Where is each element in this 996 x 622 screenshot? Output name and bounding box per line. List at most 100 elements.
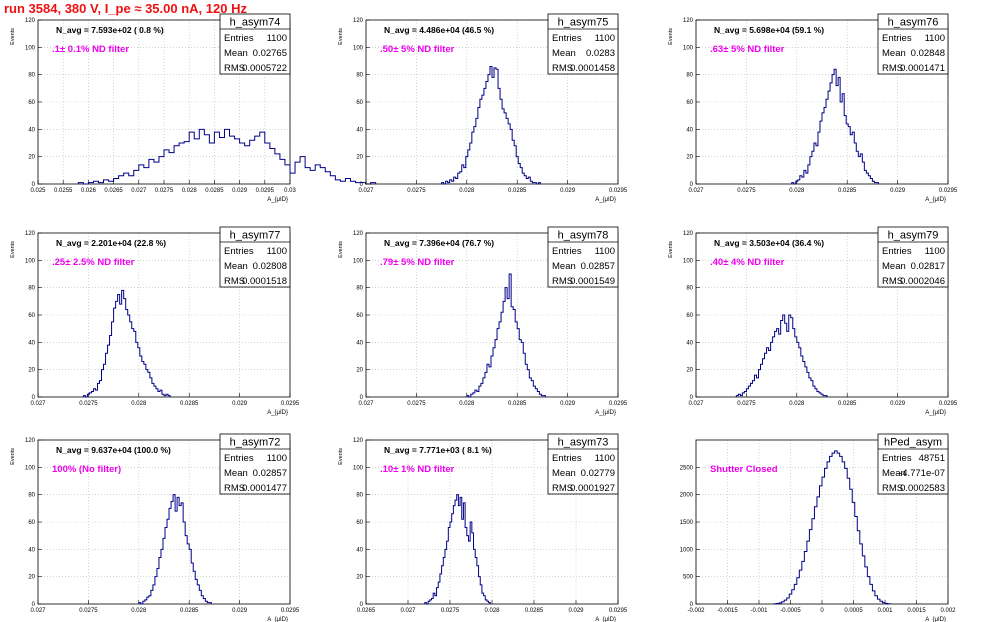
histogram-bin — [116, 301, 118, 397]
histogram-bin — [855, 517, 858, 604]
x-tick-label: 0.028 — [182, 188, 198, 194]
histogram-bin — [819, 393, 821, 397]
y-tick-label: 40 — [28, 127, 35, 133]
histogram-bin — [513, 310, 515, 397]
stats-key: Mean — [224, 468, 248, 479]
histogram-bin — [864, 170, 866, 184]
y-tick-label: 20 — [28, 368, 35, 374]
histogram-bin — [340, 181, 345, 184]
filter-label: Shutter Closed — [710, 464, 778, 475]
histogram-bin — [270, 148, 275, 184]
histogram-bin — [468, 150, 470, 184]
histogram-bin — [453, 506, 455, 604]
stats-value: 48751 — [919, 453, 945, 464]
histogram-bin — [798, 180, 800, 184]
histogram-bin — [543, 396, 545, 397]
y-tick-label: 100 — [683, 258, 694, 264]
x-tick-label: 0.0295 — [609, 188, 628, 194]
histogram-bin — [89, 393, 91, 397]
y-axis-label: Events — [668, 241, 674, 258]
histogram-bin — [756, 378, 758, 397]
histogram-line — [773, 450, 891, 605]
y-tick-label: 20 — [28, 155, 35, 161]
histogram-bin — [479, 577, 481, 604]
x-tick-label: 0.0285 — [525, 608, 544, 614]
histogram-bin — [800, 176, 802, 184]
x-tick-label: 0.0285 — [838, 401, 857, 407]
histogram-bin — [473, 393, 475, 397]
x-tick-label: 0.029 — [232, 608, 248, 614]
x-tick-label: 0.027 — [358, 188, 374, 194]
histogram-bin — [159, 157, 164, 184]
y-axis-label: Events — [10, 28, 16, 45]
stats-key: Entries — [882, 246, 912, 257]
histogram-bin — [845, 468, 848, 604]
histogram-bin — [875, 596, 878, 604]
histogram-bin — [803, 361, 805, 397]
y-tick-label: 40 — [686, 127, 693, 133]
y-tick-label: 60 — [686, 100, 693, 106]
stats-value: 0.0001927 — [570, 483, 615, 494]
stats-key: RMS — [882, 276, 903, 287]
stats-key: RMS — [224, 483, 245, 494]
histogram-bin — [104, 180, 109, 184]
histogram-bin — [500, 99, 502, 184]
histogram-bin — [813, 386, 815, 397]
y-tick-label: 120 — [353, 231, 364, 237]
histogram-bin — [164, 396, 166, 397]
y-tick-label: 100 — [353, 45, 364, 51]
y-tick-label: 80 — [28, 493, 35, 499]
histogram-bin — [811, 381, 813, 397]
histogram-bin — [143, 601, 145, 604]
histogram-bin — [489, 603, 491, 604]
x-axis-label: A_{μID} — [267, 617, 288, 622]
x-axis-label: A_{μID} — [925, 197, 946, 203]
x-axis-label: A_{μID} — [595, 617, 616, 622]
histogram-bin — [537, 392, 539, 397]
histogram-bin — [455, 500, 457, 604]
histogram-bin — [865, 567, 868, 604]
histogram-bin — [114, 179, 119, 184]
histogram-bin — [132, 329, 134, 397]
histogram-bin — [482, 95, 484, 184]
histogram-bin — [280, 159, 285, 184]
histogram-bin — [275, 154, 280, 184]
histogram-bin — [335, 180, 340, 184]
x-tick-label: 0.027 — [30, 401, 46, 407]
histogram-panel-h_asym72: 0.027 0.0275 0.028 0.0285 0.029 0.0295 0 20 40 60… — [10, 433, 300, 622]
histogram-line — [466, 273, 546, 398]
histogram-bin — [224, 129, 229, 184]
histogram-bin — [110, 336, 112, 398]
stats-key: Entries — [552, 246, 582, 257]
stats-box — [219, 226, 291, 288]
histogram-bin — [320, 168, 325, 184]
x-tick-label: 0.0285 — [508, 401, 527, 407]
histogram-bin — [463, 503, 465, 604]
histogram-bin — [476, 118, 478, 184]
histogram-bin — [470, 522, 472, 604]
x-tick-label: 0.0275 — [441, 608, 460, 614]
y-tick-label: 120 — [353, 18, 364, 24]
histogram-bin — [189, 549, 191, 604]
histogram-bin — [129, 176, 134, 184]
stats-value: 1100 — [925, 246, 945, 257]
stats-box — [877, 433, 949, 495]
histogram-bin — [874, 183, 876, 184]
histogram-bin — [842, 462, 845, 604]
histogram-bin — [856, 151, 858, 184]
histogram-bin — [207, 603, 209, 604]
y-tick-label: 2500 — [680, 465, 694, 471]
histogram-bin — [872, 181, 874, 184]
histogram-bin — [173, 495, 175, 604]
x-tick-label: 0.0285 — [180, 401, 199, 407]
histogram-bin — [157, 568, 159, 604]
histogram-bin — [850, 489, 853, 604]
histogram-bin — [494, 68, 496, 184]
histogram-bin — [185, 536, 187, 604]
histogram-bin — [490, 66, 492, 184]
histogram-bin — [445, 549, 447, 604]
histogram-bin — [130, 322, 132, 397]
histogram-bin — [742, 393, 744, 397]
filter-label: .50± 5% ND filter — [380, 44, 455, 55]
